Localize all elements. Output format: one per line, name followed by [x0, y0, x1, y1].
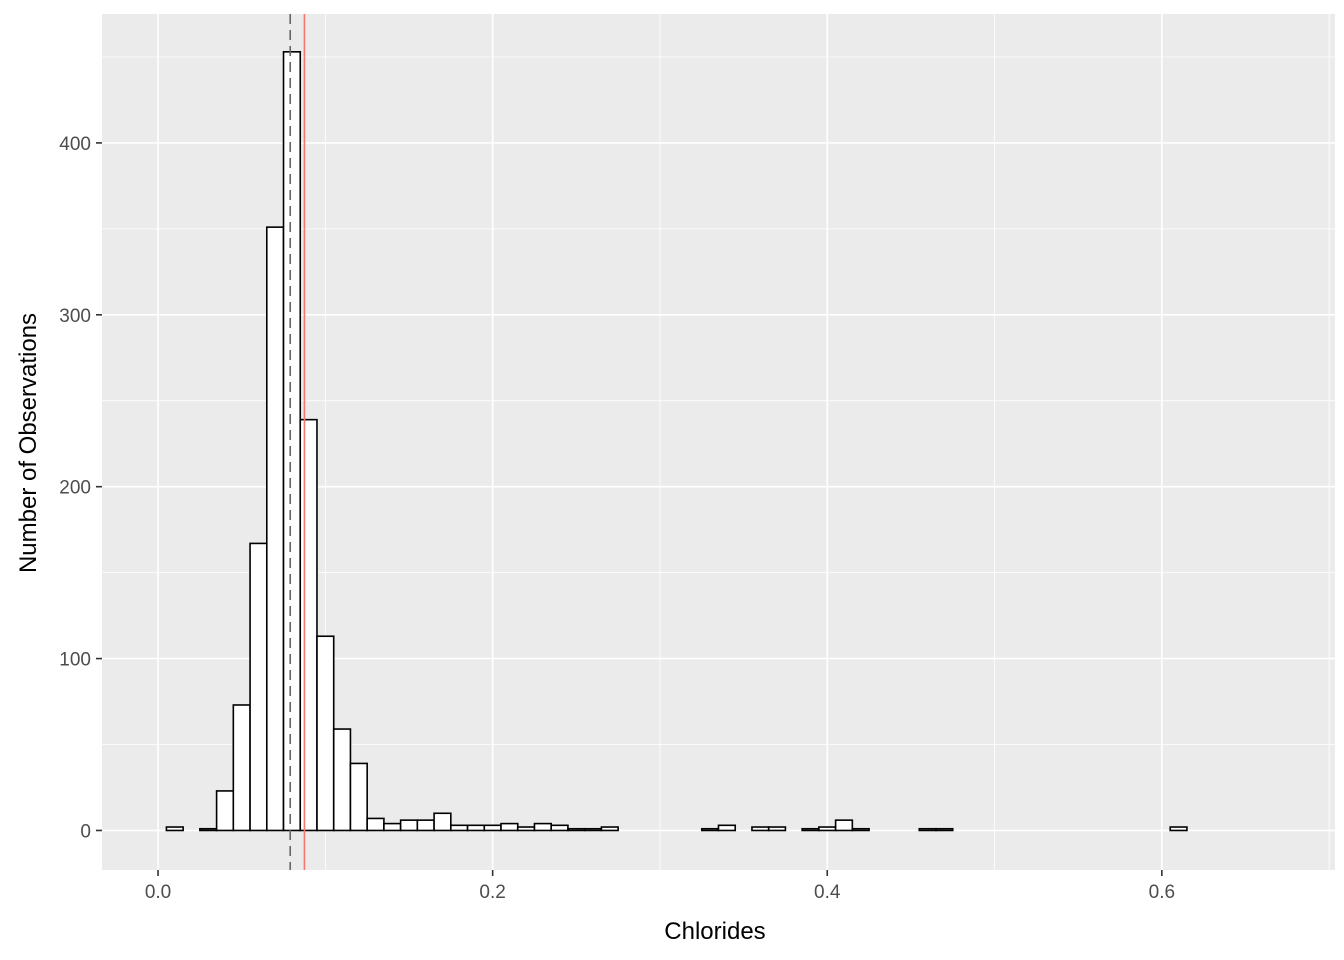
histogram-bar — [282, 51, 302, 832]
histogram-bar — [801, 827, 820, 832]
histogram-bar — [500, 822, 519, 832]
histogram-bars — [165, 51, 1188, 832]
x-tick-label: 0.0 — [145, 882, 171, 903]
histogram-bar — [550, 824, 569, 832]
histogram-bar — [516, 826, 536, 832]
histogram-bar — [232, 704, 251, 832]
histogram-bar — [466, 824, 486, 832]
histogram-bar — [165, 826, 184, 832]
histogram-bar — [265, 226, 285, 832]
histogram-bar — [416, 819, 435, 832]
histogram-bar — [851, 827, 870, 832]
histogram-bar — [433, 812, 452, 832]
reference-lines — [289, 14, 306, 870]
x-axis-title: Chlorides — [664, 918, 765, 945]
histogram-bar — [567, 827, 586, 832]
histogram-bar — [533, 822, 553, 832]
x-tick-label: 0.4 — [814, 882, 841, 903]
histogram-bar — [918, 827, 937, 832]
histogram-bar — [316, 635, 335, 832]
histogram-bar — [583, 827, 603, 832]
histogram-bar — [299, 418, 318, 832]
major-gridlines-x — [157, 14, 1163, 870]
histogram-bar — [249, 542, 268, 832]
histogram-bar — [215, 790, 235, 832]
histogram-bar — [450, 824, 469, 832]
histogram-bar — [751, 826, 770, 832]
y-tick-label: 400 — [59, 134, 91, 155]
x-axis: 0.0 0.2 0.4 0.6 — [145, 870, 1175, 903]
histogram-bar — [834, 819, 854, 832]
histogram-bar — [600, 826, 619, 832]
histogram-bar — [332, 728, 352, 832]
histogram-bar — [366, 817, 385, 832]
y-tick-label: 200 — [59, 478, 91, 499]
histogram-bar — [767, 826, 787, 832]
y-axis: 0 100 200 300 400 — [59, 134, 102, 842]
x-tick-label: 0.6 — [1149, 882, 1175, 903]
histogram-bar — [199, 827, 218, 832]
x-tick-label: 0.2 — [479, 882, 505, 903]
histogram-bar — [935, 827, 954, 832]
histogram-bar — [349, 762, 368, 832]
y-tick-label: 100 — [59, 650, 91, 671]
y-tick-label: 300 — [59, 306, 91, 327]
histogram-bar — [818, 826, 837, 832]
histogram-bar — [717, 824, 737, 832]
histogram-bar — [483, 824, 502, 832]
y-axis-title: Number of Observations — [15, 313, 42, 573]
y-tick-label: 0 — [80, 821, 91, 842]
histogram-bar — [383, 822, 402, 832]
histogram-bar — [700, 827, 720, 832]
histogram-bar — [399, 819, 419, 832]
histogram-bar — [1169, 826, 1188, 832]
